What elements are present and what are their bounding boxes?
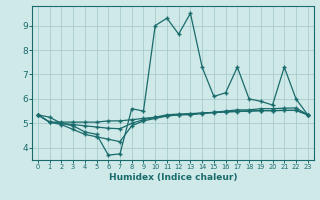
X-axis label: Humidex (Indice chaleur): Humidex (Indice chaleur) (108, 173, 237, 182)
